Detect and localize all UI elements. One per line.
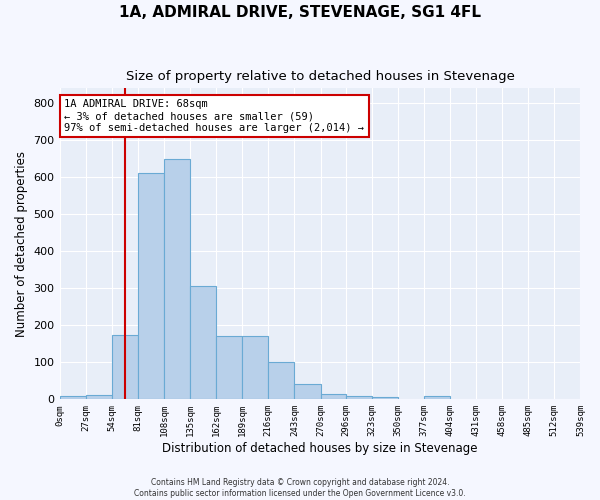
Bar bbox=[372, 398, 398, 400]
Bar bbox=[346, 396, 372, 400]
Bar bbox=[112, 334, 138, 400]
Bar bbox=[59, 396, 86, 400]
Text: 1A, ADMIRAL DRIVE, STEVENAGE, SG1 4FL: 1A, ADMIRAL DRIVE, STEVENAGE, SG1 4FL bbox=[119, 5, 481, 20]
Text: Contains HM Land Registry data © Crown copyright and database right 2024.
Contai: Contains HM Land Registry data © Crown c… bbox=[134, 478, 466, 498]
Bar bbox=[268, 362, 295, 400]
Bar bbox=[424, 396, 450, 400]
Bar bbox=[216, 336, 242, 400]
Bar bbox=[295, 384, 320, 400]
Text: 1A ADMIRAL DRIVE: 68sqm
← 3% of detached houses are smaller (59)
97% of semi-det: 1A ADMIRAL DRIVE: 68sqm ← 3% of detached… bbox=[64, 100, 364, 132]
Bar bbox=[190, 286, 216, 400]
Bar bbox=[320, 394, 346, 400]
Bar bbox=[242, 336, 268, 400]
Bar bbox=[86, 395, 112, 400]
Title: Size of property relative to detached houses in Stevenage: Size of property relative to detached ho… bbox=[125, 70, 514, 83]
Y-axis label: Number of detached properties: Number of detached properties bbox=[15, 151, 28, 337]
Bar bbox=[138, 174, 164, 400]
Bar bbox=[164, 158, 190, 400]
X-axis label: Distribution of detached houses by size in Stevenage: Distribution of detached houses by size … bbox=[162, 442, 478, 455]
